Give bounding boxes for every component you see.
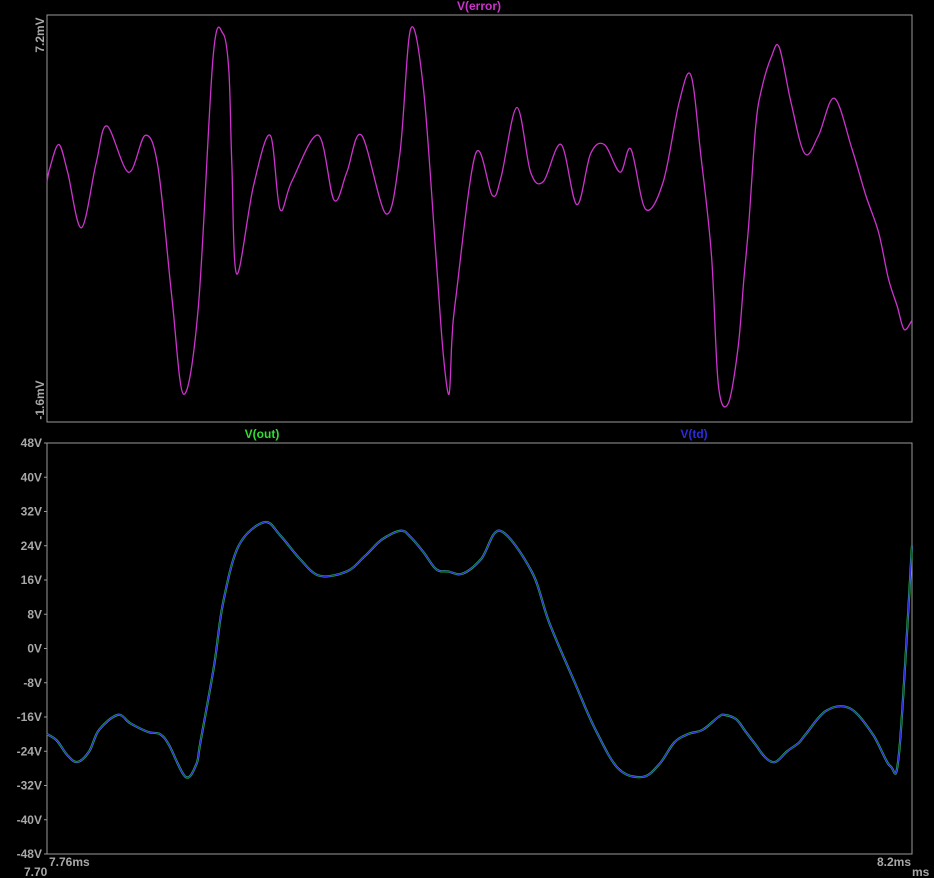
error-pane-frame[interactable] — [46, 14, 913, 423]
td-series-line[interactable] — [46, 521, 913, 779]
output-ytick: -24V — [17, 744, 42, 758]
x-tick-start-fragment: 7.70 — [24, 865, 48, 878]
x-tick-end-fragment: ms — [912, 865, 930, 878]
output-ytick: -48V — [17, 847, 42, 861]
output-ytick: -8V — [23, 676, 42, 690]
error-series-line[interactable] — [46, 26, 913, 408]
output-ytick: 24V — [21, 539, 42, 553]
error-ytick-bottom: -1.6mV — [33, 380, 47, 419]
output-ytick: 16V — [21, 573, 42, 587]
out-trace-label[interactable]: V(out) — [245, 427, 280, 441]
output-ytick: 48V — [21, 436, 42, 450]
output-ytick: -16V — [17, 710, 42, 724]
error-ytick-top: 7.2mV — [33, 17, 47, 52]
output-ytick: -32V — [17, 779, 42, 793]
output-ytick: -40V — [17, 813, 42, 827]
output-ytick: 8V — [27, 607, 42, 621]
error-traces — [46, 26, 913, 408]
x-tick-end: 8.2ms — [877, 855, 911, 869]
error-trace-label[interactable]: V(error) — [457, 0, 501, 13]
td-trace-label[interactable]: V(td) — [680, 427, 707, 441]
output-ytick: 40V — [21, 470, 42, 484]
output-traces — [46, 520, 914, 779]
x-tick-start: 7.76ms — [49, 855, 90, 869]
output-ytick: 32V — [21, 505, 42, 519]
output-yticks: 48V 40V 32V 24V 16V 8V 0V -8V -16V -24V -32V -40V -4… — [17, 436, 47, 861]
output-ytick: 0V — [27, 642, 42, 656]
